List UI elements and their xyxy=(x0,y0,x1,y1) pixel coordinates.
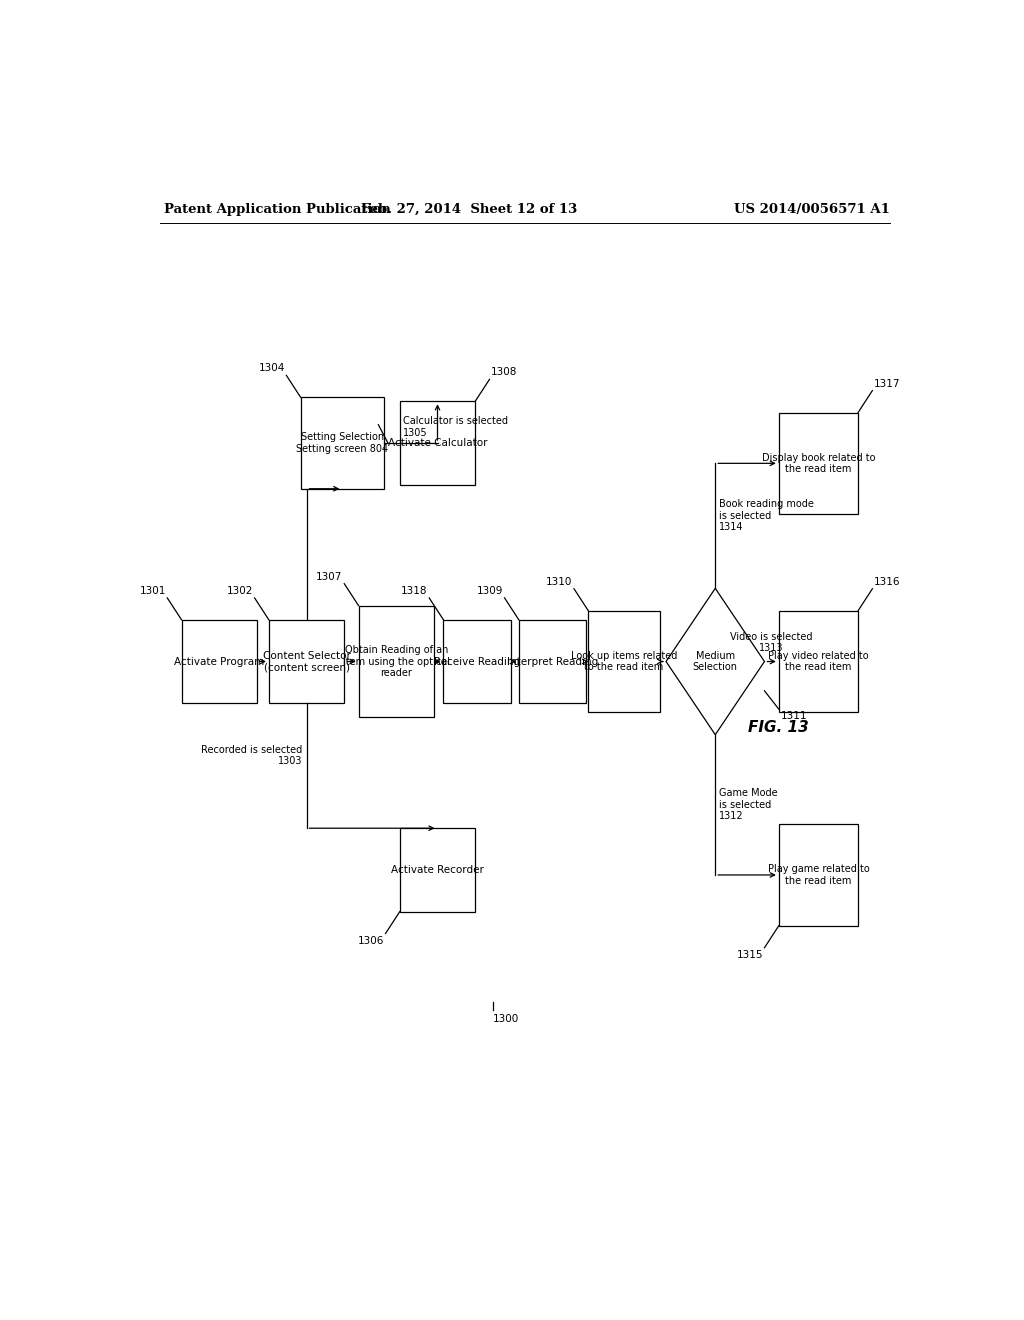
Bar xyxy=(181,620,257,704)
Bar xyxy=(778,611,858,713)
Bar xyxy=(399,828,475,912)
Text: 1306: 1306 xyxy=(357,936,384,945)
Text: Setting Selection
Setting screen 804: Setting Selection Setting screen 804 xyxy=(296,432,388,454)
Bar xyxy=(778,413,858,515)
Bar xyxy=(778,824,858,925)
Text: Video is selected
1313: Video is selected 1313 xyxy=(730,632,813,653)
Text: Medium
Selection: Medium Selection xyxy=(693,651,737,672)
Bar xyxy=(588,611,659,713)
Text: Look up items related
to the read item: Look up items related to the read item xyxy=(570,651,677,672)
Text: 1308: 1308 xyxy=(492,367,517,378)
Text: Obtain Reading of an
item using the optical
reader: Obtain Reading of an item using the opti… xyxy=(343,645,450,678)
Text: Interpret Reading: Interpret Reading xyxy=(507,656,598,667)
Bar xyxy=(358,606,434,718)
Text: Feb. 27, 2014  Sheet 12 of 13: Feb. 27, 2014 Sheet 12 of 13 xyxy=(361,203,578,216)
Text: 1311: 1311 xyxy=(780,711,807,721)
Text: 1318: 1318 xyxy=(401,586,428,595)
Bar xyxy=(443,620,511,704)
Text: Receive Reading: Receive Reading xyxy=(434,656,520,667)
Bar xyxy=(269,620,344,704)
Text: 1309: 1309 xyxy=(476,586,503,595)
Text: Activate Program: Activate Program xyxy=(174,656,264,667)
Text: 1310: 1310 xyxy=(546,577,572,586)
Text: Calculator is selected
1305: Calculator is selected 1305 xyxy=(402,416,508,438)
Text: 1307: 1307 xyxy=(316,572,343,582)
Text: Play video related to
the read item: Play video related to the read item xyxy=(768,651,868,672)
Bar xyxy=(399,401,475,484)
Text: Activate Recorder: Activate Recorder xyxy=(391,865,484,875)
Text: 1316: 1316 xyxy=(874,577,900,586)
Text: Game Mode
is selected
1312: Game Mode is selected 1312 xyxy=(719,788,778,821)
Text: 1315: 1315 xyxy=(736,950,763,960)
Text: Recorded is selected
1303: Recorded is selected 1303 xyxy=(202,744,303,767)
Text: 1300: 1300 xyxy=(494,1014,519,1024)
Text: 1304: 1304 xyxy=(258,363,285,374)
Bar xyxy=(519,620,587,704)
Text: FIG. 13: FIG. 13 xyxy=(749,721,809,735)
Text: Display book related to
the read item: Display book related to the read item xyxy=(762,453,876,474)
Text: US 2014/0056571 A1: US 2014/0056571 A1 xyxy=(734,203,890,216)
Polygon shape xyxy=(666,589,765,735)
Text: 1317: 1317 xyxy=(874,379,900,388)
Text: Play game related to
the read item: Play game related to the read item xyxy=(768,865,869,886)
Text: Activate Calculator: Activate Calculator xyxy=(388,438,487,447)
Text: Patent Application Publication: Patent Application Publication xyxy=(164,203,390,216)
Text: Content Selector
(content screen): Content Selector (content screen) xyxy=(262,651,350,672)
Bar xyxy=(301,397,384,488)
Text: 1302: 1302 xyxy=(226,586,253,595)
Text: Book reading mode
is selected
1314: Book reading mode is selected 1314 xyxy=(719,499,814,532)
Text: 1301: 1301 xyxy=(139,586,166,595)
